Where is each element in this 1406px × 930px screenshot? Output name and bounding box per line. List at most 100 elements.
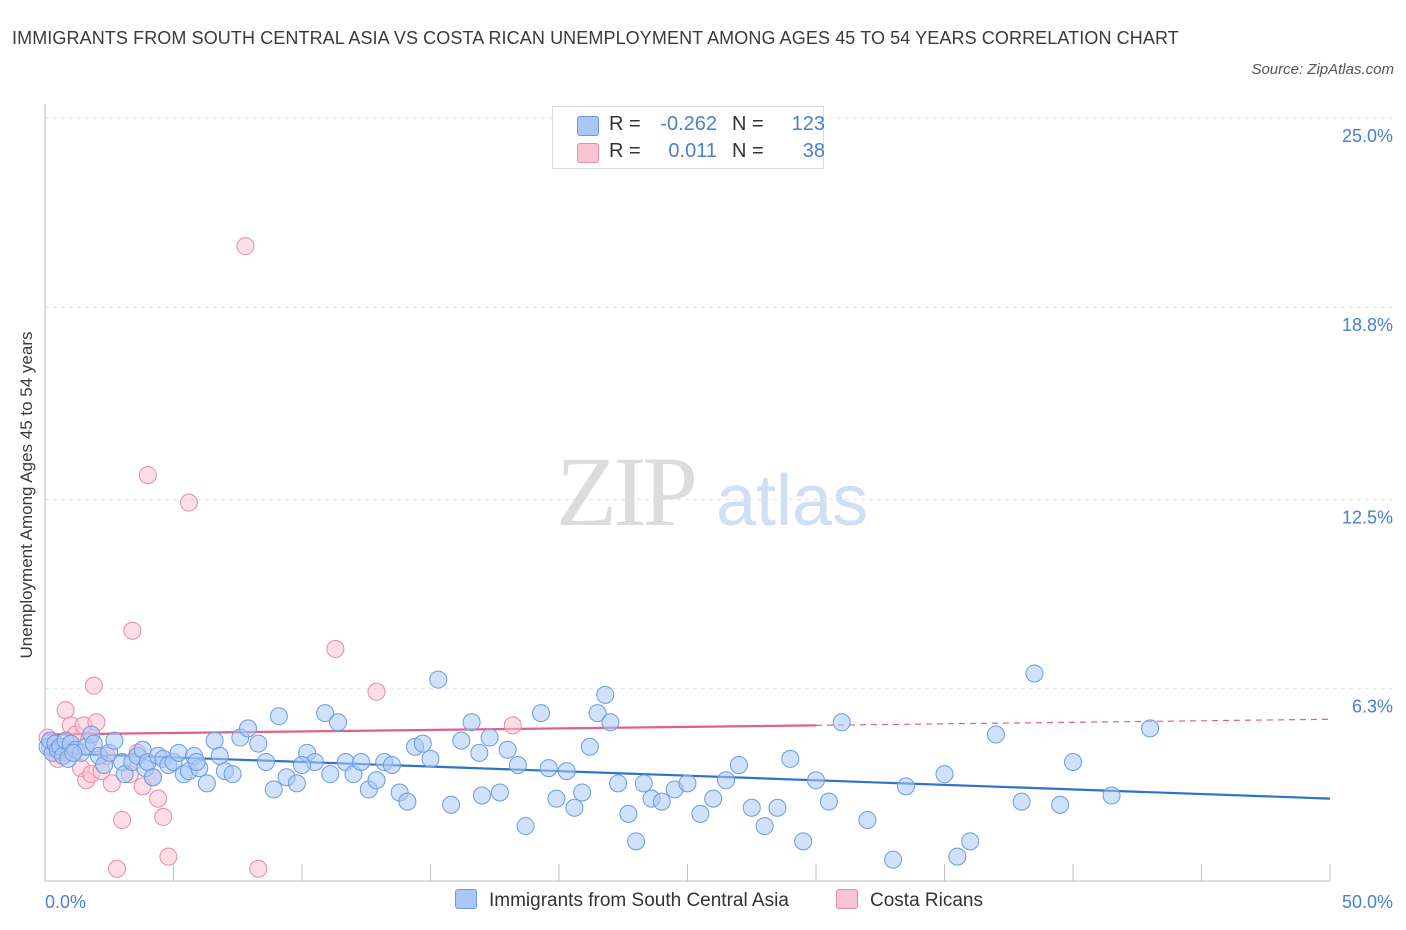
south-central-asia-point	[316, 704, 335, 723]
costa-ricans-point	[149, 789, 168, 808]
south-central-asia-point	[547, 789, 566, 808]
south-central-asia-point	[557, 762, 576, 781]
south-central-asia-point	[601, 713, 620, 732]
south-central-asia-point	[490, 783, 509, 802]
south-central-asia-point	[565, 798, 584, 817]
south-central-asia-point	[452, 731, 471, 750]
south-central-asia-point	[948, 847, 967, 866]
south-central-asia-point	[442, 795, 461, 814]
south-central-asia-point	[398, 792, 417, 811]
south-central-asia-point	[413, 734, 432, 753]
blue-swatch	[577, 116, 599, 136]
costa-ricans-point	[102, 774, 121, 793]
south-central-asia-point	[858, 810, 877, 829]
stats-legend: R = -0.262 N = 123 R = 0.011 N = 38	[552, 106, 825, 169]
watermark-zip: ZIP	[556, 436, 694, 547]
legend-item-costa-ricans[interactable]: Costa Ricans	[836, 889, 983, 915]
blue-swatch	[455, 889, 477, 909]
south-central-asia-point	[508, 756, 527, 775]
south-central-asia-point	[884, 850, 903, 869]
south-central-asia-points	[38, 664, 1160, 869]
costa-ricans-point	[84, 676, 103, 695]
south-central-asia-point	[429, 670, 448, 689]
south-central-asia-point	[105, 731, 124, 750]
south-central-asia-point	[768, 798, 787, 817]
south-central-asia-point	[239, 719, 258, 738]
n-value: 38	[802, 140, 825, 162]
chart-title: IMMIGRANTS FROM SOUTH CENTRAL ASIA VS CO…	[12, 28, 1179, 48]
south-central-asia-point	[986, 725, 1005, 744]
south-central-asia-point	[573, 783, 592, 802]
south-central-asia-point	[352, 752, 371, 771]
south-central-asia-point	[64, 743, 83, 762]
south-central-asia-point	[1025, 664, 1044, 683]
costa-ricans-point	[367, 682, 386, 701]
south-central-asia-point	[819, 792, 838, 811]
south-central-asia-point	[328, 713, 347, 732]
south-central-asia-point	[627, 832, 646, 851]
south-central-asia-point	[367, 771, 386, 790]
south-central-asia-point	[832, 713, 851, 732]
legend-item-south-central-asia[interactable]: Immigrants from South Central Asia	[455, 889, 789, 915]
source-label: Source: ZipAtlas.com	[1251, 61, 1394, 78]
south-central-asia-point	[210, 746, 229, 765]
costa-ricans-point	[107, 859, 126, 878]
south-central-asia-point	[169, 743, 188, 762]
costa-ricans-point	[56, 701, 75, 720]
costa-ricans-point	[249, 859, 268, 878]
south-central-asia-point	[257, 752, 276, 771]
south-central-asia-point	[197, 774, 216, 793]
south-central-asia-point	[498, 740, 517, 759]
south-central-asia-point	[609, 774, 628, 793]
south-central-asia-point	[742, 798, 761, 817]
south-central-asia-point	[596, 685, 615, 704]
costa-ricans-point	[503, 716, 522, 735]
costa-ricans-point	[113, 810, 132, 829]
costa-ricans-point	[138, 466, 157, 485]
r-value: -0.262	[660, 113, 717, 135]
south-central-asia-point	[1102, 786, 1121, 805]
n-label: N =	[732, 140, 764, 162]
south-central-asia-point	[205, 731, 224, 750]
south-central-asia-point	[480, 728, 499, 747]
watermark-atlas: atlas	[716, 461, 868, 541]
y-tick-label: 12.5%	[1342, 508, 1393, 528]
south-central-asia-point	[516, 817, 535, 836]
south-central-asia-point	[717, 771, 736, 790]
south-central-asia-point	[1064, 752, 1082, 771]
south-central-asia-point	[634, 774, 653, 793]
south-central-asia-point	[321, 765, 340, 784]
south-central-asia-point	[619, 804, 638, 823]
south-central-asia-point	[755, 817, 774, 836]
costa-ricans-point	[326, 640, 345, 659]
n-value: 123	[791, 113, 825, 135]
south-central-asia-point	[421, 749, 440, 768]
south-central-asia-point	[961, 832, 980, 851]
south-central-asia-point	[223, 765, 242, 784]
pink-swatch	[577, 143, 599, 163]
south-central-asia-point	[532, 704, 551, 723]
x-tick-label-max: 50.0%	[1342, 892, 1393, 912]
y-tick-label: 6.3%	[1352, 697, 1393, 717]
south-central-asia-point	[249, 734, 268, 753]
pink-trend-line-extension	[815, 718, 1331, 726]
tick-labels: 25.0% 18.8% 12.5% 6.3% 0.0% 50.0%	[45, 126, 1393, 912]
south-central-asia-point	[704, 789, 723, 808]
south-central-asia-point	[470, 743, 489, 762]
pink-trend-line	[44, 724, 817, 736]
south-central-asia-point	[1141, 719, 1160, 738]
south-central-asia-point	[462, 713, 481, 732]
grid-lines	[45, 117, 1392, 690]
south-central-asia-point	[794, 832, 813, 851]
south-central-asia-point	[896, 777, 915, 796]
south-central-asia-point	[264, 780, 283, 799]
south-central-asia-point	[539, 759, 558, 778]
south-central-asia-point	[807, 771, 825, 790]
south-central-asia-point	[187, 752, 206, 771]
south-central-asia-point	[588, 704, 607, 723]
y-tick-label: 25.0%	[1342, 126, 1393, 146]
costa-ricans-point	[159, 847, 178, 866]
south-central-asia-point	[652, 792, 671, 811]
south-central-asia-point	[678, 774, 697, 793]
